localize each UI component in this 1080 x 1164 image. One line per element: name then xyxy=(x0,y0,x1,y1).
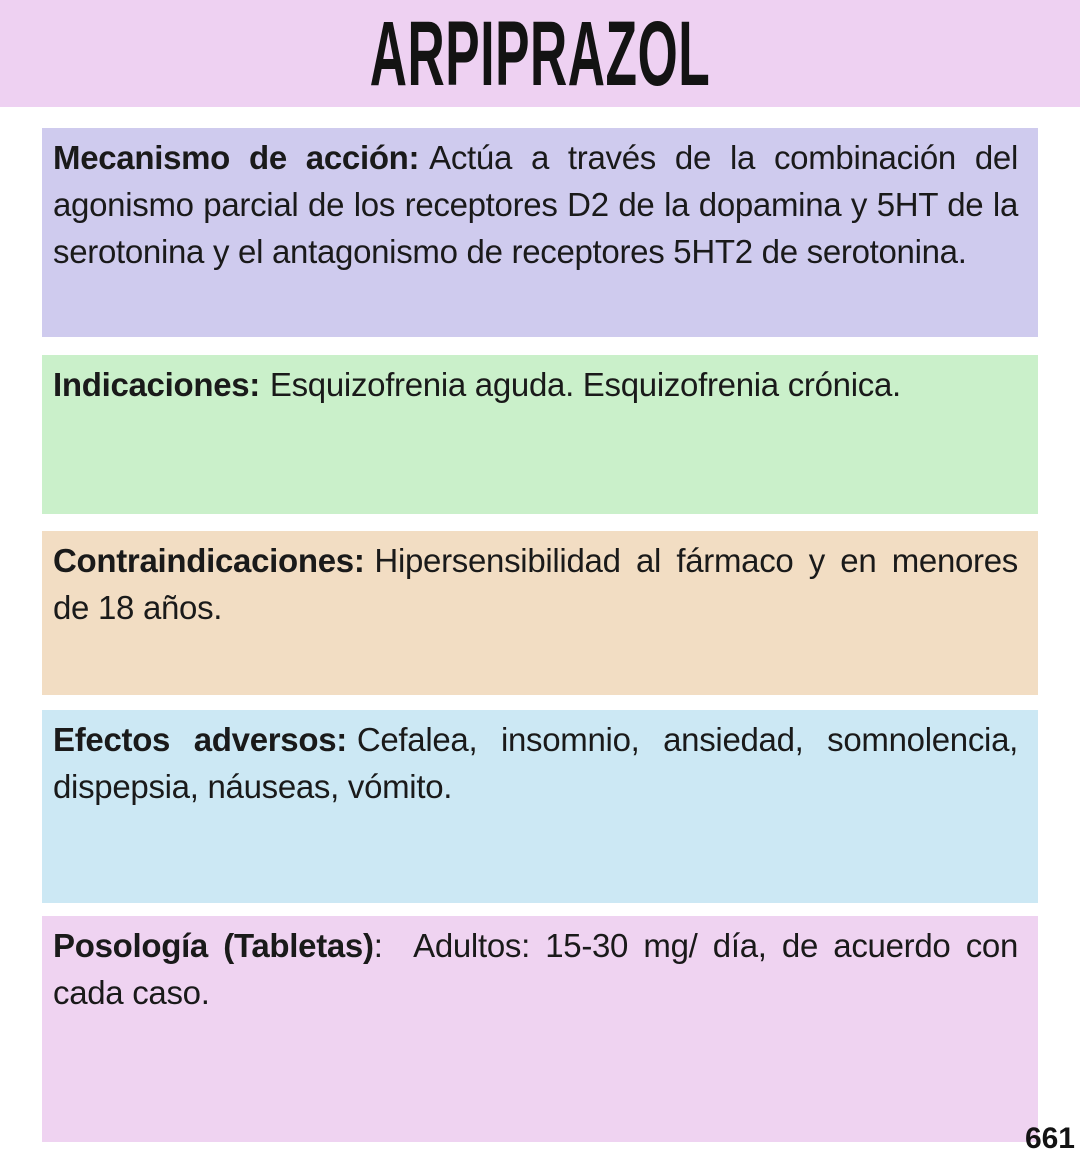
section-body-text: Esquizofrenia aguda. Esquizofrenia cróni… xyxy=(269,366,901,403)
section-paragraph: Indicaciones: Esquizofrenia aguda. Esquiz… xyxy=(53,361,1018,408)
section-contraindications: Contraindicaciones: Hipersensibilidad al … xyxy=(42,531,1038,695)
section-paragraph: Mecanismo de acción: Actúa a través de la… xyxy=(53,134,1018,275)
page-title: ARPIPRAZOL xyxy=(369,2,711,105)
section-label: Contraindicaciones: xyxy=(53,542,365,579)
page-number: 661 xyxy=(1024,1122,1075,1155)
section-paragraph: Contraindicaciones: Hipersensibilidad al … xyxy=(53,537,1018,631)
section-paragraph: Efectos adversos: Cefalea, insomnio, ansi… xyxy=(53,716,1018,810)
section-body-text: Cefalea, insomnio, ansiedad, somnolencia… xyxy=(53,721,1018,805)
section-mechanism-of-action: Mecanismo de acción: Actúa a través de la… xyxy=(42,128,1038,337)
section-label: Posología (Tabletas) xyxy=(53,927,374,964)
section-body-text: Actúa a través de la combinación del ago… xyxy=(53,139,1019,270)
sections-container: Mecanismo de acción: Actúa a través de la… xyxy=(0,128,1080,1142)
title-band: ARPIPRAZOL xyxy=(0,0,1080,107)
section-paragraph: Posología (Tabletas): Adultos: 15-30 mg/… xyxy=(53,922,1018,1016)
section-body-text: Hipersensibilidad al fármaco y en menore… xyxy=(53,542,1018,626)
section-indications: Indicaciones: Esquizofrenia aguda. Esquiz… xyxy=(42,355,1038,514)
section-dosage: Posología (Tabletas): Adultos: 15-30 mg/… xyxy=(42,916,1038,1142)
section-label: Indicaciones: xyxy=(53,366,260,403)
section-label: Efectos adversos: xyxy=(53,721,347,758)
section-adverse-effects: Efectos adversos: Cefalea, insomnio, ansi… xyxy=(42,710,1038,903)
section-body-text: : Adultos: 15-30 mg/ día, de acuerdo con… xyxy=(53,927,1019,1011)
section-label: Mecanismo de acción: xyxy=(53,139,420,176)
